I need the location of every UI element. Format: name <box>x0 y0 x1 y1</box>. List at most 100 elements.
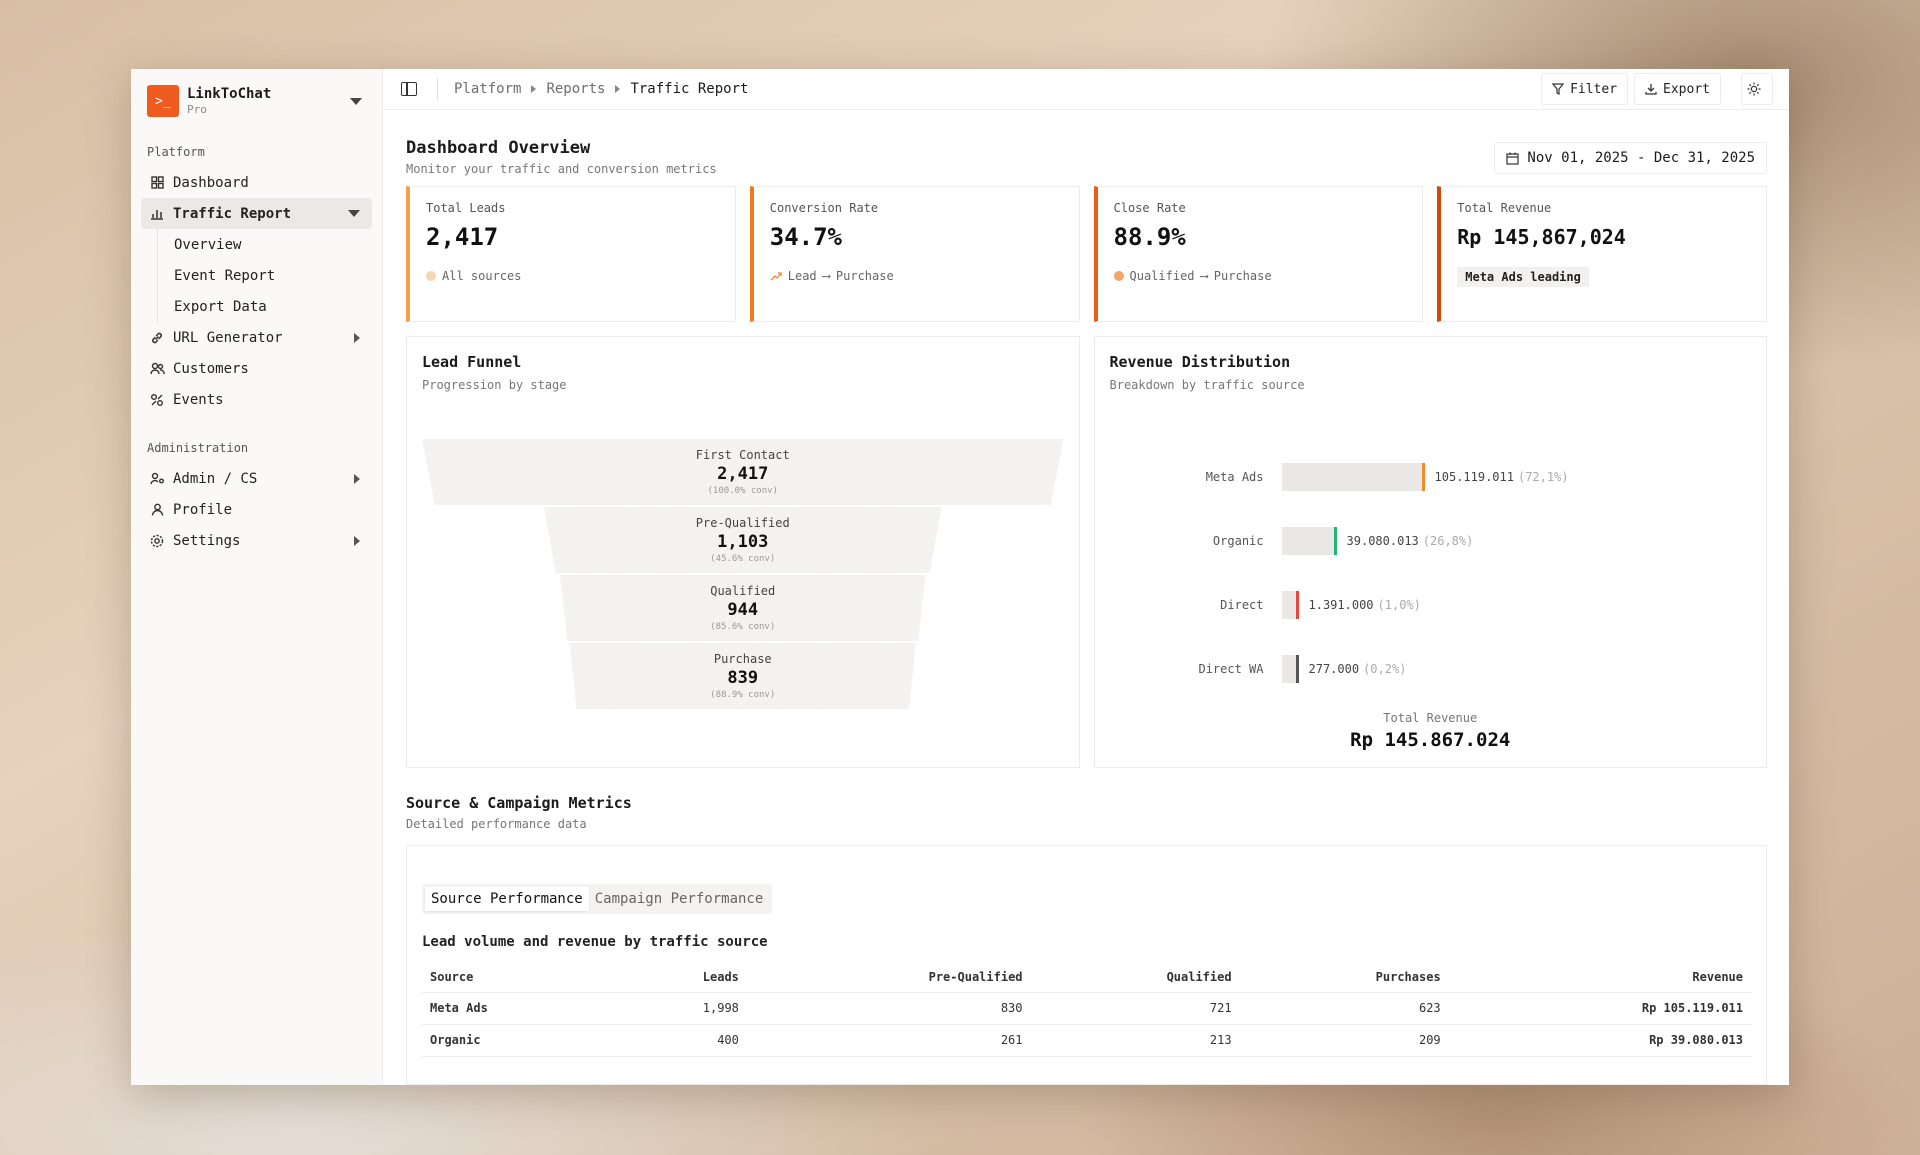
sidebar-item-dashboard[interactable]: Dashboard <box>141 167 372 198</box>
sidebar-subitem-overview[interactable]: Overview <box>174 236 242 253</box>
revenue-bar[interactable] <box>1281 527 1334 555</box>
funnel-stage-name: Qualified <box>710 584 776 598</box>
funnel-stage-name: Purchase <box>713 652 772 666</box>
traffic-report-submenu: Overview Event Report Export Data <box>157 229 372 322</box>
table-cell: 261 <box>746 1024 1031 1057</box>
sidebar-item-admin-cs[interactable]: Admin / CS <box>141 463 372 494</box>
revenue-bar-cap <box>1295 655 1299 683</box>
funnel-stage-conv: (85.6% conv) <box>710 622 776 632</box>
panel-title: Lead Funnel <box>422 353 522 371</box>
kpi-row: Total Leads 2,417 All sources Conversion… <box>406 186 1767 322</box>
sidebar-item-url-generator[interactable]: URL Generator <box>141 322 372 353</box>
kpi-foot-to: Purchase <box>1213 269 1272 283</box>
date-range-label: Nov 01, 2025 - Dec 31, 2025 <box>1527 150 1755 166</box>
export-button[interactable]: Export <box>1634 73 1721 105</box>
table-header-row: Source Leads Pre-Qualified Qualified Pur… <box>422 962 1751 993</box>
kpi-card-close-rate: Close Rate 88.9% Qualified ⟶ Purchase <box>1093 186 1424 322</box>
divider <box>437 78 438 100</box>
column-header[interactable]: Source <box>422 962 613 993</box>
sidebar-item-label: Customers <box>173 360 249 377</box>
sidebar-item-customers[interactable]: Customers <box>141 353 372 384</box>
sidebar-subitem-export-data[interactable]: Export Data <box>174 298 267 315</box>
panel-subtitle: Breakdown by traffic source <box>1109 378 1305 392</box>
app-window: >_ LinkToChat Pro Platform Dashboard Tra… <box>131 69 1789 1085</box>
sidebar-toggle-icon[interactable] <box>401 82 417 96</box>
breadcrumb-separator-icon <box>531 85 537 93</box>
sun-icon <box>1747 82 1761 96</box>
revenue-bar-value: 277.000 (0,2%) <box>1308 662 1407 676</box>
column-header[interactable]: Revenue <box>1448 962 1751 993</box>
sidebar-item-profile[interactable]: Profile <box>141 494 372 525</box>
funnel-stage-conv: (100.0% conv) <box>707 486 778 496</box>
date-range-picker[interactable]: Nov 01, 2025 - Dec 31, 2025 <box>1494 142 1767 174</box>
revenue-bar-value: 39.080.013 (26,8%) <box>1346 534 1474 548</box>
sidebar-item-label: Traffic Report <box>173 205 292 222</box>
kpi-value: 34.7% <box>769 223 842 251</box>
table-row: Meta Ads 1,998 830 721 623 Rp 105.119.01… <box>422 992 1751 1025</box>
sidebar-item-events[interactable]: Events <box>141 384 372 415</box>
revenue-distribution-panel: Revenue Distribution Breakdown by traffi… <box>1093 336 1767 768</box>
column-header[interactable]: Leads <box>612 962 747 993</box>
status-badge: Meta Ads leading <box>1457 267 1589 287</box>
sidebar-item-traffic-report[interactable]: Traffic Report <box>141 198 372 229</box>
users-icon <box>149 361 165 377</box>
workspace-switcher[interactable]: >_ LinkToChat Pro <box>141 83 372 117</box>
revenue-bar-chart: Meta Ads 105.119.011 (72,1%) Organic 39.080.… <box>1110 445 1752 701</box>
user-icon <box>149 502 165 518</box>
breadcrumb-platform[interactable]: Platform <box>454 81 522 97</box>
revenue-bar-label: Meta Ads <box>1205 470 1264 484</box>
table-cell: 721 <box>1030 992 1240 1025</box>
sidebar-item-label: Dashboard <box>173 174 249 191</box>
table-row: Organic 400 261 213 209 Rp 39.080.013 <box>422 1024 1751 1057</box>
kpi-label: Total Leads <box>426 201 506 215</box>
column-header[interactable]: Purchases <box>1239 962 1449 993</box>
table-cell: Rp 105.119.011 <box>1448 992 1751 1025</box>
kpi-foot-from: Qualified <box>1129 269 1195 283</box>
revenue-bar-percent: (26,8%) <box>1422 534 1474 548</box>
filter-button-label: Filter <box>1570 81 1618 97</box>
theme-toggle-button[interactable] <box>1741 73 1773 105</box>
funnel-chart: First Contact 2,417 (100.0% conv) Pre-Qu… <box>422 439 1064 711</box>
events-icon <box>149 392 165 408</box>
filter-button[interactable]: Filter <box>1541 73 1629 105</box>
arrow-right-icon: ⟶ <box>822 269 830 283</box>
tab-source-performance[interactable]: Source Performance <box>425 887 589 911</box>
user-cog-icon <box>149 471 165 487</box>
funnel-stage: Pre-Qualified 1,103 (45.6% conv) <box>543 507 942 573</box>
revenue-bar-percent: (0,2%) <box>1363 662 1407 676</box>
revenue-bar-label: Direct <box>1220 598 1264 612</box>
revenue-bar[interactable] <box>1281 655 1296 683</box>
revenue-bar[interactable] <box>1281 463 1422 491</box>
revenue-bar-row: Meta Ads 105.119.011 (72,1%) <box>1110 445 1752 509</box>
table-cell: 209 <box>1239 1024 1449 1057</box>
filter-icon <box>1552 83 1565 95</box>
content: Dashboard Overview Monitor your traffic … <box>383 110 1789 1085</box>
sidebar-item-label: URL Generator <box>173 329 283 346</box>
brand-name: LinkToChat <box>187 85 272 102</box>
nav-section-administration: Administration <box>147 441 249 455</box>
table-cell: Organic <box>422 1024 613 1057</box>
grid-icon <box>149 175 165 191</box>
breadcrumb-separator-icon <box>615 85 621 93</box>
sidebar-item-label: Settings <box>173 532 241 549</box>
brand-plan: Pro <box>187 102 207 116</box>
sidebar-item-settings[interactable]: Settings <box>141 525 372 556</box>
sidebar: >_ LinkToChat Pro Platform Dashboard Tra… <box>131 69 383 1085</box>
table-cell: 400 <box>612 1024 747 1057</box>
panel-subtitle: Progression by stage <box>422 378 567 392</box>
breadcrumb-reports[interactable]: Reports <box>546 81 606 97</box>
sidebar-subitem-event-report[interactable]: Event Report <box>174 267 276 284</box>
main-area: Platform Reports Traffic Report Filter E… <box>383 69 1789 1085</box>
column-header[interactable]: Pre-Qualified <box>746 962 1031 993</box>
section-title: Source & Campaign Metrics <box>406 794 632 812</box>
kpi-foot-from: Lead <box>787 269 817 283</box>
kpi-value: 88.9% <box>1113 223 1186 251</box>
tab-campaign-performance[interactable]: Campaign Performance <box>594 891 764 907</box>
revenue-bar-value: 1.391.000 (1,0%) <box>1308 598 1421 612</box>
metrics-card: Source Performance Campaign Performance … <box>406 845 1767 1085</box>
revenue-bar[interactable] <box>1281 591 1296 619</box>
column-header[interactable]: Qualified <box>1030 962 1240 993</box>
breadcrumb-current: Traffic Report <box>630 81 749 97</box>
kpi-foot-text: All sources <box>442 269 522 283</box>
revenue-bar-percent: (72,1%) <box>1517 470 1569 484</box>
